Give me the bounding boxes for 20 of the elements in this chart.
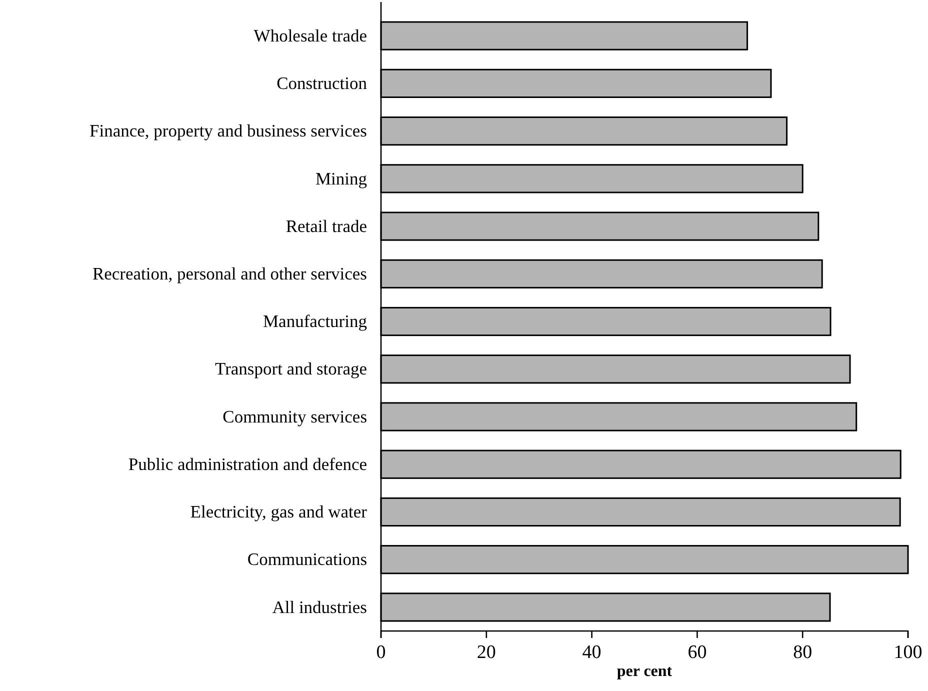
x-tick-label: 100: [894, 642, 922, 664]
y-tick-label: Retail trade: [286, 216, 368, 236]
y-tick-label: Communications: [247, 549, 368, 570]
y-tick-label: Recreation, personal and other services: [92, 263, 368, 284]
y-tick-label: Finance, property and business services: [90, 120, 368, 141]
y-tick-label: Construction: [276, 73, 368, 94]
y-tick-label: Community services: [222, 406, 368, 426]
y-tick-label: Electricity, gas and water: [190, 502, 368, 522]
y-tick-label: All industries: [272, 596, 368, 617]
x-tick-label: 20: [476, 642, 496, 664]
y-tick-label: Wholesale trade: [254, 25, 368, 46]
y-tick-label: Public administration and defence: [128, 454, 368, 474]
y-tick-label: Mining: [315, 168, 368, 188]
x-tick-label: 80: [793, 642, 812, 664]
x-tick-label: 60: [688, 642, 707, 664]
x-tick-label: 0: [376, 642, 386, 664]
x-tick-label: 40: [582, 642, 602, 664]
x-axis-title: per cent: [616, 663, 673, 680]
y-tick-label: Transport and storage: [215, 358, 368, 379]
y-tick-label: Manufacturing: [263, 311, 368, 332]
